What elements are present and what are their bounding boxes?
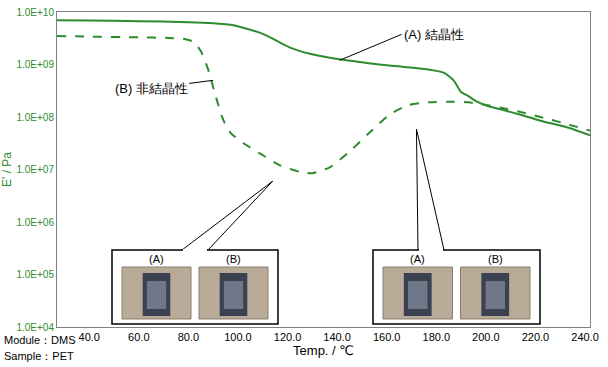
svg-text:(B): (B) bbox=[226, 253, 241, 265]
svg-text:1.0E+09: 1.0E+09 bbox=[16, 59, 54, 70]
svg-text:E' / Pa: E' / Pa bbox=[0, 152, 14, 187]
svg-text:140.0: 140.0 bbox=[323, 331, 351, 343]
svg-text:1.0E+04: 1.0E+04 bbox=[16, 322, 54, 333]
svg-text:1.0E+06: 1.0E+06 bbox=[16, 217, 54, 228]
svg-text:(A): (A) bbox=[410, 253, 425, 265]
svg-text:100.0: 100.0 bbox=[224, 331, 252, 343]
svg-text:(A): (A) bbox=[149, 253, 164, 265]
svg-text:Sample：PET: Sample：PET bbox=[4, 350, 74, 362]
svg-text:180.0: 180.0 bbox=[423, 331, 451, 343]
svg-text:(B) 非結晶性: (B) 非結晶性 bbox=[115, 81, 188, 96]
svg-text:220.0: 220.0 bbox=[522, 331, 550, 343]
svg-text:1.0E+08: 1.0E+08 bbox=[16, 112, 54, 123]
svg-text:240.0: 240.0 bbox=[571, 331, 599, 343]
svg-text:Module：DMS: Module：DMS bbox=[4, 334, 76, 346]
svg-text:(A) 結晶性: (A) 結晶性 bbox=[404, 27, 464, 42]
svg-text:200.0: 200.0 bbox=[472, 331, 500, 343]
svg-text:60.0: 60.0 bbox=[128, 331, 149, 343]
svg-text:40.0: 40.0 bbox=[79, 331, 100, 343]
svg-text:Temp. / ℃: Temp. / ℃ bbox=[293, 343, 354, 358]
svg-text:1.0E+05: 1.0E+05 bbox=[16, 269, 54, 280]
svg-text:160.0: 160.0 bbox=[373, 331, 401, 343]
svg-text:1.0E+07: 1.0E+07 bbox=[16, 164, 54, 175]
svg-text:120.0: 120.0 bbox=[274, 331, 302, 343]
svg-text:80.0: 80.0 bbox=[178, 331, 199, 343]
svg-text:1.0E+10: 1.0E+10 bbox=[16, 7, 54, 18]
svg-text:(B): (B) bbox=[488, 253, 503, 265]
